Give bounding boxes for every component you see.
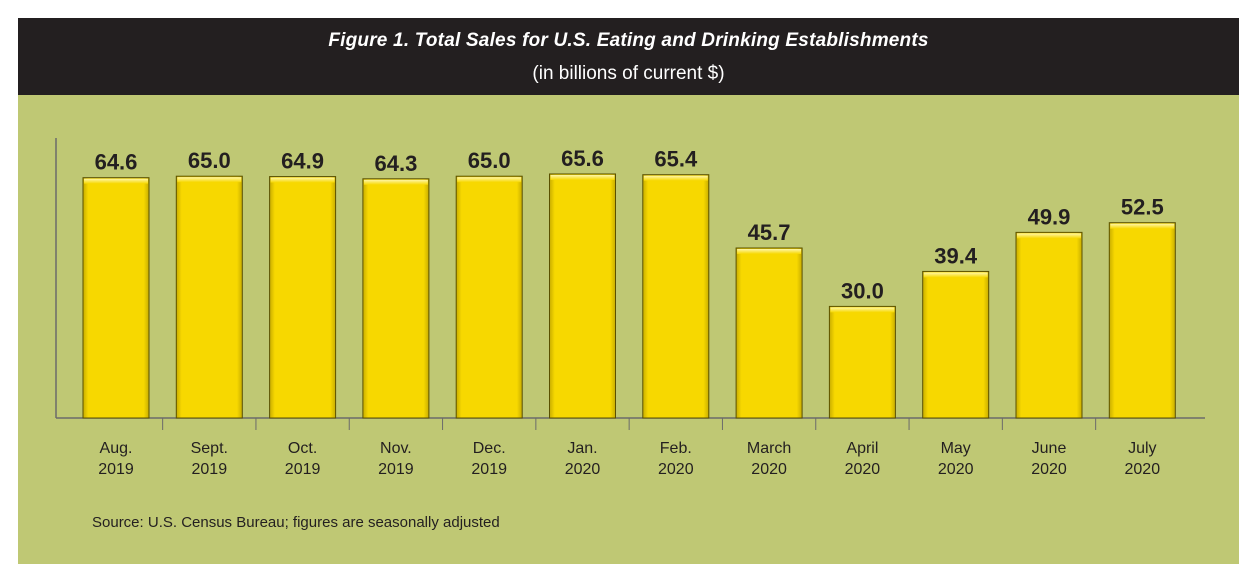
- bar-highlight: [84, 178, 148, 184]
- value-label: 65.6: [561, 146, 604, 171]
- value-label: 45.7: [748, 220, 791, 245]
- bar: [82, 177, 150, 419]
- x-tick-label-year: 2020: [845, 461, 881, 478]
- bar: [735, 247, 803, 419]
- x-tick-label-year: 2020: [658, 461, 694, 478]
- bar-highlight: [550, 174, 615, 180]
- bar-highlight: [363, 179, 428, 185]
- x-tick-label-year: 2020: [938, 461, 974, 478]
- bar: [642, 174, 710, 419]
- x-tick-label-year: 2019: [471, 461, 507, 478]
- bar-highlight: [830, 307, 895, 313]
- bar-highlight: [270, 177, 335, 183]
- value-label: 30.0: [841, 278, 884, 303]
- value-label: 65.0: [188, 148, 231, 173]
- value-label: 64.3: [374, 151, 417, 176]
- x-tick-label-year: 2019: [378, 461, 414, 478]
- x-tick-label: Oct.: [288, 440, 317, 457]
- x-tick-label: Jan.: [567, 440, 597, 457]
- x-tick-label: Feb.: [660, 440, 692, 457]
- value-label: 64.6: [95, 150, 138, 175]
- chart-panel: Figure 1. Total Sales for U.S. Eating an…: [18, 18, 1239, 564]
- bar-highlight: [737, 248, 802, 254]
- x-tick-label: Sept.: [191, 440, 228, 457]
- bar: [1108, 222, 1176, 419]
- bar-highlight: [177, 177, 242, 183]
- x-tick-label-year: 2019: [98, 461, 134, 478]
- x-tick-label: Aug.: [100, 440, 133, 457]
- bar-highlight: [923, 272, 988, 278]
- bar: [1015, 231, 1083, 419]
- x-tick-label: July: [1128, 440, 1156, 457]
- value-label: 49.9: [1028, 204, 1071, 229]
- bar: [922, 270, 990, 419]
- bar-highlight: [1017, 233, 1081, 239]
- bar: [549, 173, 616, 419]
- x-tick-label: May: [941, 440, 971, 457]
- bar-highlight: [643, 175, 708, 181]
- chart-title: Figure 1. Total Sales for U.S. Eating an…: [328, 30, 929, 51]
- source-note: Source: U.S. Census Bureau; figures are …: [92, 514, 500, 531]
- chart-header: Figure 1. Total Sales for U.S. Eating an…: [18, 18, 1239, 95]
- bar-highlight: [1110, 223, 1175, 229]
- bar: [175, 175, 243, 419]
- bar-chart: 64.6 Aug. 2019 65.0 Sept. 2019 64.9 Oct. 2019 64.…: [55, 138, 1205, 478]
- x-tick-label: June: [1032, 440, 1067, 457]
- x-tick-label-year: 2020: [1031, 461, 1067, 478]
- value-label: 65.0: [468, 148, 511, 173]
- bar: [269, 176, 337, 419]
- x-tick-label-year: 2019: [192, 461, 228, 478]
- x-tick-label: March: [747, 440, 791, 457]
- value-label: 52.5: [1121, 195, 1164, 220]
- bar: [828, 305, 896, 419]
- x-tick-label-year: 2020: [1125, 461, 1161, 478]
- value-label: 39.4: [934, 243, 978, 268]
- x-tick-label: Nov.: [380, 440, 412, 457]
- bar: [362, 178, 430, 419]
- x-tick-label: Dec.: [473, 440, 506, 457]
- chart-subtitle: (in billions of current $): [532, 63, 725, 84]
- value-label: 65.4: [654, 147, 698, 172]
- x-tick-label: April: [846, 440, 878, 457]
- bar: [455, 175, 523, 419]
- x-tick-label-year: 2020: [751, 461, 787, 478]
- bar-highlight: [457, 177, 522, 183]
- x-tick-label-year: 2019: [285, 461, 321, 478]
- x-tick-label-year: 2020: [565, 461, 601, 478]
- value-label: 64.9: [281, 149, 324, 174]
